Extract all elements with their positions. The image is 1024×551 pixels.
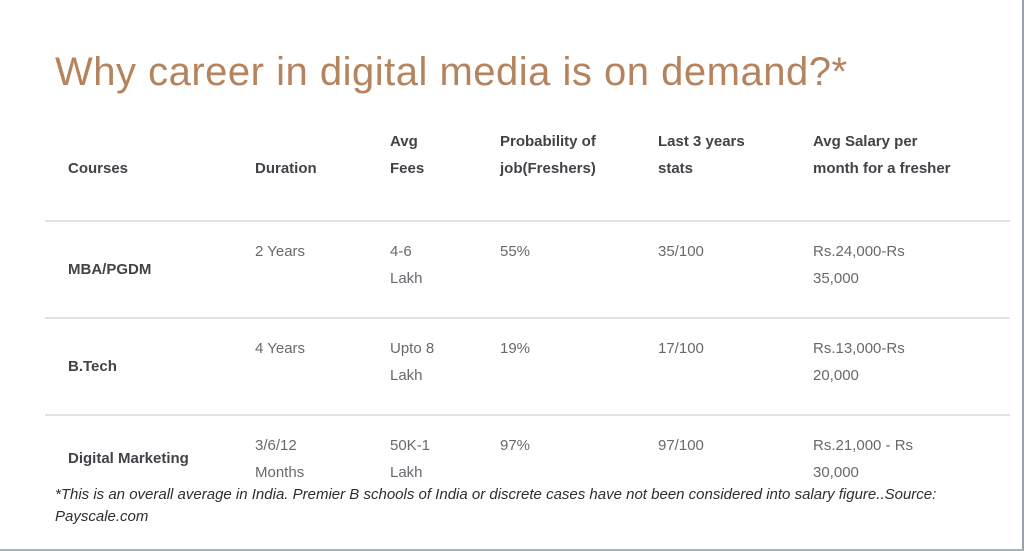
job-probability-cell: 97%	[500, 437, 531, 454]
courses-comparison-table: Courses Duration Avg Fees Probability of…	[45, 128, 1010, 500]
table-header-row: Courses Duration Avg Fees Probability of…	[45, 128, 1010, 221]
last-3-years-stats-cell: 17/100	[658, 340, 704, 357]
column-header-job-probability: Probability of job(Freshers)	[500, 133, 596, 177]
avg-salary-cell: Rs.21,000 - Rs 30,000	[813, 437, 914, 481]
duration-cell: 3/6/12 Months	[255, 437, 305, 481]
avg-fees-cell: 4-6 Lakh	[390, 243, 423, 287]
salary-disclaimer-footnote: *This is an overall average in India. Pr…	[55, 486, 937, 525]
job-probability-cell: 19%	[500, 340, 531, 357]
last-3-years-stats-cell: 97/100	[658, 437, 704, 454]
table-row-mba-pgdm: MBA/PGDM 2 Years 4-6 Lakh 55% 35/100 Rs.…	[45, 221, 1010, 318]
avg-salary-cell: Rs.13,000-Rs 20,000	[813, 340, 905, 384]
course-name: MBA/PGDM	[68, 261, 152, 278]
column-header-avg-fees: Avg Fees	[390, 133, 425, 177]
course-name: B.Tech	[68, 358, 117, 375]
last-3-years-stats-cell: 35/100	[658, 243, 704, 260]
column-header-courses: Courses	[68, 160, 129, 177]
job-probability-cell: 55%	[500, 243, 531, 260]
avg-fees-cell: 50K-1 Lakh	[390, 437, 431, 481]
column-header-avg-salary: Avg Salary per month for a fresher	[813, 133, 951, 177]
duration-cell: 2 Years	[255, 243, 306, 260]
page-title: Why career in digital media is on demand…	[55, 50, 848, 94]
avg-salary-cell: Rs.24,000-Rs 35,000	[813, 243, 905, 287]
avg-fees-cell: Upto 8 Lakh	[390, 340, 435, 384]
column-header-duration: Duration	[255, 160, 317, 177]
table-row-digital-marketing: Digital Marketing 3/6/12 Months 50K-1 La…	[45, 415, 1010, 500]
table-row-btech: B.Tech 4 Years Upto 8 Lakh 19% 17/100 Rs…	[45, 318, 1010, 415]
column-header-last-3-years-stats: Last 3 years stats	[658, 133, 745, 177]
duration-cell: 4 Years	[255, 340, 306, 357]
course-name: Digital Marketing	[68, 449, 189, 467]
